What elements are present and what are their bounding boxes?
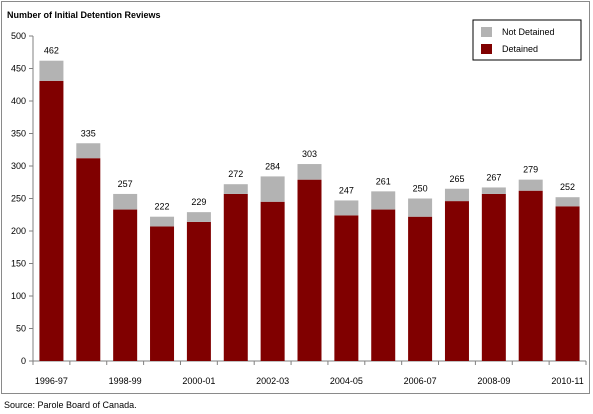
bar-not-detained	[408, 198, 433, 217]
total-label: 265	[449, 174, 464, 184]
bar-not-detained	[76, 143, 101, 159]
legend-label: Not Detained	[502, 27, 555, 37]
total-label: 222	[155, 202, 170, 212]
x-tick-label: 2002-03	[256, 376, 289, 386]
bar-not-detained	[444, 188, 469, 202]
stacked-bar-chart: Number of Initial Detention Reviews 0 50 1…	[7, 10, 587, 386]
x-tick-label: 2006-07	[404, 376, 437, 386]
x-tick-label: 2000-01	[182, 376, 215, 386]
y-tick-label: 450	[11, 64, 26, 74]
bar-detained	[518, 190, 543, 361]
bar-detained	[297, 179, 322, 361]
legend-label: Detained	[502, 44, 538, 54]
total-label: 250	[413, 184, 428, 194]
total-label: 272	[228, 169, 243, 179]
bar-detained	[223, 193, 248, 361]
bar-not-detained	[186, 212, 211, 222]
bar-not-detained	[113, 193, 138, 210]
bar-detained	[481, 193, 506, 361]
y-tick-label: 200	[11, 226, 26, 236]
bar-not-detained	[223, 184, 248, 194]
x-tick-label: 2010-11	[551, 376, 583, 386]
legend: Not Detained Detained	[472, 19, 582, 61]
y-tick-label: 500	[11, 31, 26, 41]
bar-not-detained	[260, 176, 285, 202]
bar-not-detained	[518, 179, 543, 191]
total-label: 252	[560, 182, 575, 192]
bar-not-detained	[371, 191, 396, 210]
bar-not-detained	[150, 216, 175, 227]
total-label: 229	[191, 197, 206, 207]
x-tick-label: 1996-97	[35, 376, 68, 386]
legend-swatch-not-detained	[481, 27, 492, 37]
bar-detained	[186, 221, 211, 361]
legend-swatch-detained	[481, 44, 492, 54]
bar-detained	[76, 158, 101, 361]
y-tick-label: 400	[11, 96, 26, 106]
total-label: 284	[265, 161, 280, 171]
bar-detained	[260, 201, 285, 361]
y-tick-label: 150	[11, 259, 26, 269]
bar-not-detained	[334, 200, 359, 216]
total-label: 257	[118, 179, 133, 189]
x-tick-label: 2008-09	[477, 376, 510, 386]
chart-frame: Number of Initial Detention Reviews 0 50 1…	[1, 1, 590, 394]
x-tick-label: 1998-99	[109, 376, 142, 386]
y-tick-label: 50	[16, 324, 26, 334]
bar-not-detained	[555, 197, 580, 207]
bar-not-detained	[481, 187, 506, 194]
total-label: 335	[81, 128, 96, 138]
chart-title: Number of Initial Detention Reviews	[7, 10, 161, 20]
bar-detained	[555, 206, 580, 361]
total-label: 279	[523, 165, 538, 175]
bar-detained	[444, 201, 469, 361]
bar-detained	[408, 216, 433, 361]
source-note: Source: Parole Board of Canada.	[4, 400, 137, 410]
bar-detained	[39, 80, 64, 361]
bar-not-detained	[297, 164, 322, 180]
y-tick-label: 0	[21, 356, 26, 366]
bar-detained	[150, 226, 175, 361]
bar-detained	[113, 209, 138, 361]
total-label: 462	[44, 46, 59, 56]
y-tick-label: 350	[11, 129, 26, 139]
bar-detained	[334, 215, 359, 361]
y-tick-label: 300	[11, 161, 26, 171]
total-label: 267	[486, 172, 501, 182]
total-labels: 462 335 257 222 229 272 284 303 247 261 250 265 267 2…	[44, 46, 575, 212]
x-tick-label: 2004-05	[330, 376, 363, 386]
total-label: 303	[302, 149, 317, 159]
y-tick-label: 250	[11, 194, 26, 204]
total-label: 261	[376, 176, 391, 186]
bar-not-detained	[39, 60, 64, 81]
y-tick-label: 100	[11, 291, 26, 301]
bars	[39, 60, 580, 361]
bar-detained	[371, 209, 396, 361]
total-label: 247	[339, 185, 354, 195]
